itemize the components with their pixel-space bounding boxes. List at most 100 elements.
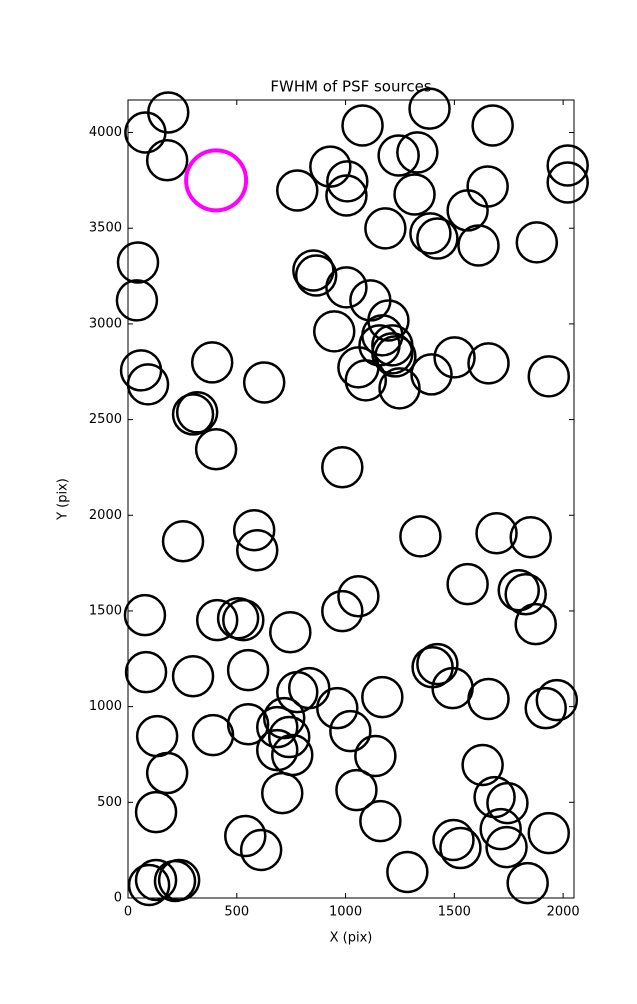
source-marker bbox=[377, 134, 420, 177]
source-marker bbox=[116, 241, 160, 284]
source-marker bbox=[269, 610, 312, 654]
source-marker bbox=[467, 342, 510, 385]
source-marker bbox=[276, 670, 319, 714]
x-tick-label: 1500 bbox=[438, 905, 471, 920]
source-marker bbox=[123, 593, 167, 637]
y-tick-label: 500 bbox=[97, 795, 122, 810]
y-tick-label: 2000 bbox=[89, 508, 122, 523]
source-marker bbox=[471, 104, 514, 147]
y-tick-label: 3500 bbox=[89, 221, 122, 236]
source-marker bbox=[191, 713, 235, 757]
source-marker bbox=[479, 807, 522, 851]
source-marker bbox=[325, 174, 368, 217]
source-marker bbox=[371, 332, 414, 375]
source-marker bbox=[294, 254, 338, 297]
source-marker bbox=[226, 702, 270, 746]
source-marker bbox=[446, 189, 489, 232]
source-marker bbox=[475, 512, 518, 555]
source-marker bbox=[261, 771, 304, 815]
source-marker bbox=[316, 686, 359, 730]
source-marker bbox=[242, 361, 286, 404]
source-marker bbox=[446, 562, 489, 606]
x-tick-label: 1000 bbox=[329, 905, 362, 920]
source-marker bbox=[433, 336, 476, 379]
source-marker bbox=[535, 678, 579, 722]
x-tick-label: 500 bbox=[224, 905, 249, 920]
source-marker bbox=[287, 666, 331, 710]
source-marker bbox=[386, 850, 429, 894]
source-marker bbox=[115, 279, 159, 322]
source-marker bbox=[467, 677, 510, 721]
source-marker bbox=[292, 249, 335, 292]
source-marker bbox=[267, 715, 311, 759]
source-marker bbox=[546, 144, 589, 187]
source-marker bbox=[466, 165, 509, 208]
y-tick-label: 4000 bbox=[89, 125, 122, 140]
source-marker bbox=[276, 169, 319, 212]
source-marker bbox=[171, 393, 215, 436]
source-marker bbox=[127, 863, 171, 907]
source-marker bbox=[485, 825, 528, 869]
source-marker bbox=[399, 515, 442, 558]
source-marker bbox=[309, 145, 352, 188]
source-marker bbox=[396, 131, 439, 174]
source-marker bbox=[486, 781, 529, 825]
source-marker bbox=[335, 768, 378, 812]
source-marker bbox=[157, 858, 201, 902]
source-marker bbox=[222, 598, 265, 642]
source-marker bbox=[255, 728, 299, 772]
source-marker bbox=[416, 217, 459, 260]
y-tick-label: 0 bbox=[114, 891, 122, 906]
source-marker bbox=[145, 139, 189, 182]
source-marker bbox=[171, 654, 215, 698]
source-marker bbox=[359, 799, 402, 843]
source-marker bbox=[344, 359, 388, 402]
source-marker bbox=[432, 818, 475, 862]
source-marker bbox=[134, 790, 178, 834]
source-marker bbox=[457, 224, 500, 267]
source-marker bbox=[509, 516, 552, 559]
source-marker bbox=[410, 353, 453, 396]
source-marker bbox=[146, 91, 190, 134]
source-marker bbox=[126, 363, 170, 406]
x-tick-label: 0 bbox=[124, 905, 132, 920]
source-marker bbox=[161, 520, 205, 563]
source-marker bbox=[515, 221, 559, 264]
source-marker bbox=[135, 714, 179, 758]
source-marker bbox=[527, 811, 571, 855]
y-tick-label: 1000 bbox=[89, 699, 122, 714]
source-marker bbox=[504, 573, 547, 616]
source-marker bbox=[524, 686, 567, 730]
y-tick-label: 3000 bbox=[89, 316, 122, 331]
source-marker bbox=[409, 212, 452, 255]
source-marker bbox=[224, 814, 267, 858]
source-marker bbox=[341, 104, 384, 147]
source-marker bbox=[461, 743, 504, 787]
source-marker bbox=[175, 391, 219, 434]
source-marker bbox=[184, 148, 249, 213]
y-tick-label: 1500 bbox=[89, 603, 122, 618]
source-marker bbox=[194, 427, 238, 471]
source-marker bbox=[326, 160, 369, 203]
source-marker bbox=[262, 696, 306, 740]
source-marker bbox=[321, 589, 364, 633]
source-marker bbox=[312, 310, 356, 353]
source-marker bbox=[378, 367, 421, 410]
y-axis-label: Y (pix) bbox=[56, 478, 71, 521]
source-marker bbox=[145, 751, 189, 795]
source-marker bbox=[232, 508, 276, 552]
source-marker bbox=[239, 828, 283, 872]
source-marker bbox=[416, 642, 459, 686]
x-tick-label: 2000 bbox=[547, 905, 580, 920]
source-marker bbox=[506, 861, 549, 905]
source-marker bbox=[134, 858, 178, 902]
chart-title: FWHM of PSF sources bbox=[270, 78, 431, 96]
source-marker bbox=[235, 529, 279, 572]
source-marker bbox=[364, 207, 407, 250]
source-marker bbox=[337, 574, 380, 618]
source-marker bbox=[497, 569, 540, 612]
plot-frame bbox=[127, 99, 575, 899]
source-marker bbox=[514, 602, 557, 646]
source-marker bbox=[361, 675, 404, 719]
